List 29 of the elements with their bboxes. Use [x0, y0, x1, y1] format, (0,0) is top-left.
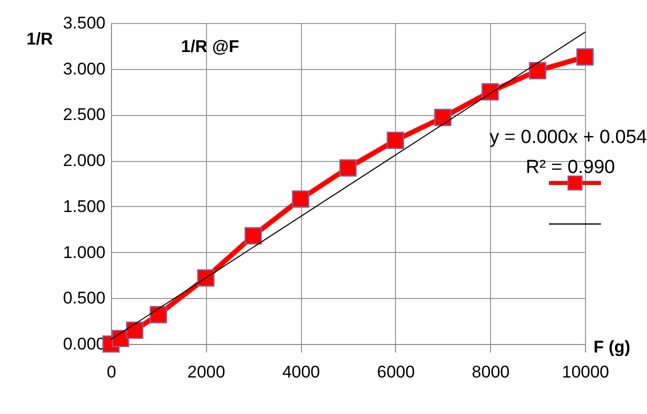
- y-tick-label: 0.500: [62, 288, 106, 308]
- point: [339, 159, 357, 177]
- y-tick-label: 1.000: [62, 242, 106, 262]
- point: [150, 306, 168, 324]
- point: [197, 269, 214, 287]
- x-tick-label: 6000: [376, 362, 415, 382]
- point: [434, 108, 452, 126]
- text: 1/R @F: [181, 37, 240, 56]
- point: [244, 227, 262, 244]
- point: [386, 132, 404, 150]
- x-tick-label: 2000: [187, 362, 226, 382]
- annotation: y = 0.000x + 0.054: [490, 127, 647, 148]
- y-tick-label: 2.500: [62, 105, 106, 124]
- x-tick-label: 4000: [282, 362, 320, 382]
- x-tick-label: 0: [106, 362, 116, 382]
- x-tick-label: 10000: [562, 362, 610, 382]
- point: [528, 62, 546, 80]
- y-tick-label: 3.000: [62, 59, 106, 78]
- y-tick-label: 3.500: [62, 14, 106, 32]
- point: [292, 190, 310, 208]
- point: [482, 83, 499, 100]
- y-tick-label: 2.000: [62, 151, 106, 170]
- x-axis-title: F (g): [594, 338, 630, 356]
- point: [576, 48, 594, 66]
- y-axis-title: 1/R: [26, 30, 53, 48]
- x-tick-label: 8000: [472, 362, 510, 382]
- point: [126, 322, 144, 339]
- annotation: R² = 0.990: [526, 157, 615, 178]
- y-tick-label: 1.500: [62, 196, 106, 216]
